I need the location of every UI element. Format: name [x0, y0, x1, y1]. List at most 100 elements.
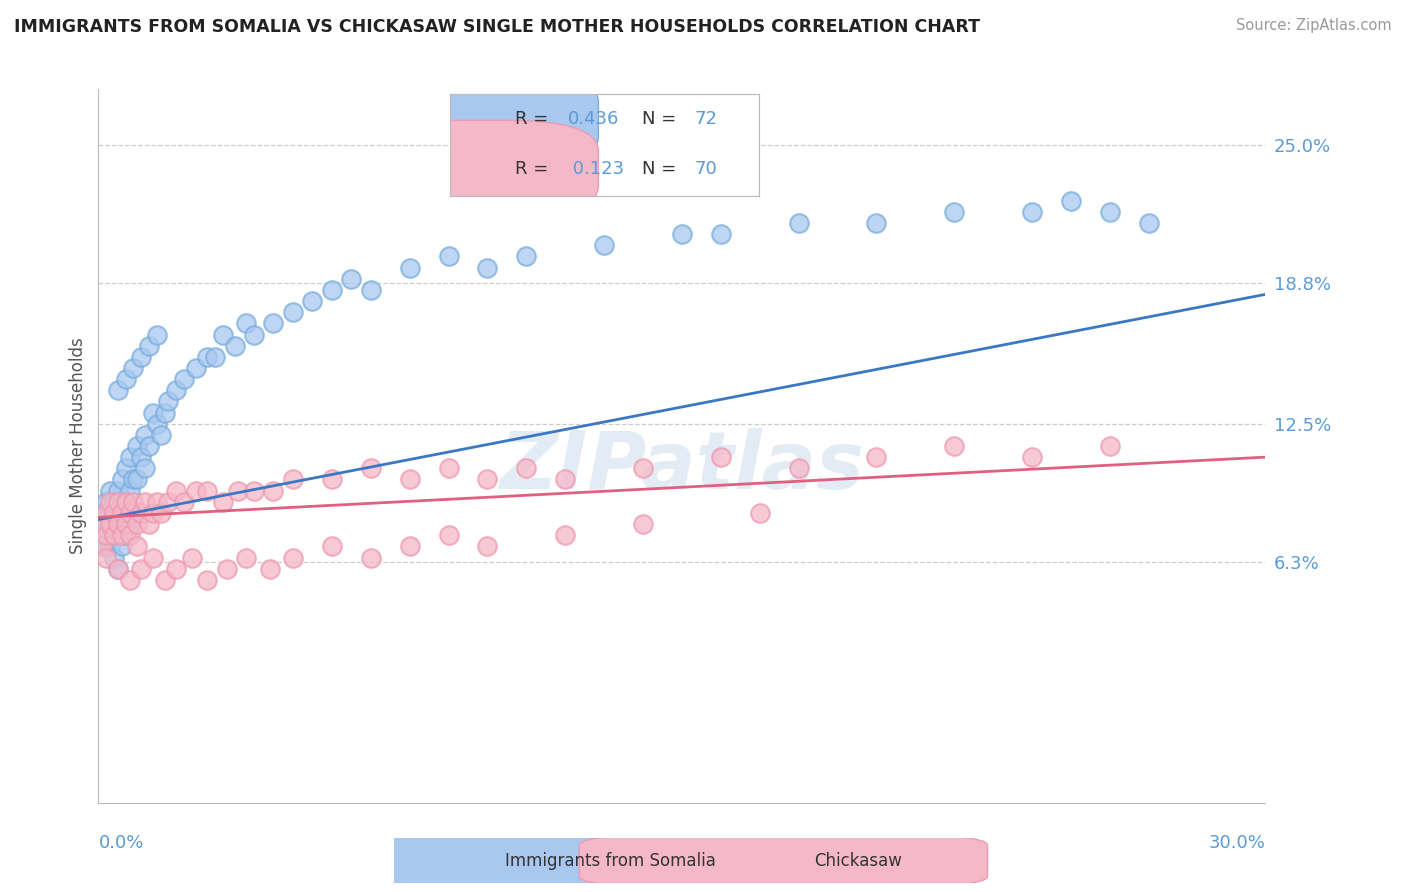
Text: 0.0%: 0.0% [98, 834, 143, 852]
Point [165, 483, 187, 498]
Point [321, 283, 343, 297]
Text: 72: 72 [695, 111, 717, 128]
Point [127, 506, 149, 520]
Point [127, 539, 149, 553]
Point [865, 450, 887, 464]
Point [96, 539, 118, 553]
Point [184, 361, 207, 376]
Point [235, 550, 257, 565]
Point [107, 483, 129, 498]
Point [98, 483, 121, 498]
Point [212, 494, 235, 508]
Point [710, 227, 733, 242]
Point [114, 494, 136, 508]
Text: Source: ZipAtlas.com: Source: ZipAtlas.com [1236, 18, 1392, 33]
Point [204, 350, 226, 364]
Point [235, 316, 257, 330]
Point [107, 384, 129, 398]
Point [173, 372, 195, 386]
Point [111, 528, 134, 542]
Point [118, 573, 141, 587]
Point [129, 562, 152, 576]
Text: Chickasaw: Chickasaw [814, 852, 903, 870]
Point [129, 350, 152, 364]
Point [165, 384, 187, 398]
Point [195, 573, 218, 587]
Point [477, 260, 499, 275]
Point [243, 483, 266, 498]
Point [1021, 450, 1043, 464]
Point [114, 461, 136, 475]
Point [281, 305, 304, 319]
Point [710, 450, 733, 464]
Point [477, 539, 499, 553]
Point [142, 405, 165, 419]
FancyBboxPatch shape [270, 831, 678, 890]
Point [96, 528, 118, 542]
Text: 0.123: 0.123 [568, 160, 624, 178]
Point [134, 428, 156, 442]
Point [437, 528, 460, 542]
Point [91, 506, 114, 520]
Point [165, 562, 187, 576]
Point [321, 473, 343, 487]
Point [118, 516, 141, 531]
Point [943, 439, 966, 453]
Point [515, 250, 537, 264]
Point [122, 473, 145, 487]
Text: 0.436: 0.436 [568, 111, 619, 128]
Text: R =: R = [515, 111, 554, 128]
Point [1060, 194, 1083, 208]
Point [157, 494, 180, 508]
Point [554, 528, 576, 542]
Point [195, 483, 218, 498]
Text: N =: N = [641, 111, 682, 128]
Point [593, 238, 616, 252]
Point [127, 516, 149, 531]
FancyBboxPatch shape [370, 120, 599, 217]
Point [1021, 204, 1043, 219]
Point [149, 506, 172, 520]
Point [184, 483, 207, 498]
Text: N =: N = [641, 160, 682, 178]
Point [437, 461, 460, 475]
Point [142, 550, 165, 565]
Point [134, 494, 156, 508]
Point [301, 293, 323, 308]
Y-axis label: Single Mother Households: Single Mother Households [69, 338, 87, 554]
Point [787, 216, 810, 230]
Point [134, 461, 156, 475]
Text: ZIPatlas: ZIPatlas [499, 428, 865, 507]
Point [111, 506, 134, 520]
Point [149, 428, 172, 442]
Point [114, 528, 136, 542]
Point [91, 516, 114, 531]
Point [103, 494, 125, 508]
FancyBboxPatch shape [370, 71, 599, 168]
Point [107, 494, 129, 508]
Text: R =: R = [515, 160, 554, 178]
Point [118, 483, 141, 498]
Point [103, 516, 125, 531]
Text: 30.0%: 30.0% [1209, 834, 1265, 852]
Point [398, 539, 420, 553]
Text: Immigrants from Somalia: Immigrants from Somalia [505, 852, 716, 870]
Point [111, 539, 134, 553]
Point [437, 250, 460, 264]
Point [96, 506, 118, 520]
Point [96, 550, 118, 565]
Point [281, 550, 304, 565]
Point [129, 450, 152, 464]
Text: IMMIGRANTS FROM SOMALIA VS CHICKASAW SINGLE MOTHER HOUSEHOLDS CORRELATION CHART: IMMIGRANTS FROM SOMALIA VS CHICKASAW SIN… [14, 18, 980, 36]
Point [398, 473, 420, 487]
Point [91, 528, 114, 542]
Point [787, 461, 810, 475]
Point [281, 473, 304, 487]
Point [146, 494, 169, 508]
Point [146, 417, 169, 431]
Text: 70: 70 [695, 160, 717, 178]
Point [107, 528, 129, 542]
Point [477, 473, 499, 487]
Point [215, 562, 238, 576]
Point [114, 516, 136, 531]
